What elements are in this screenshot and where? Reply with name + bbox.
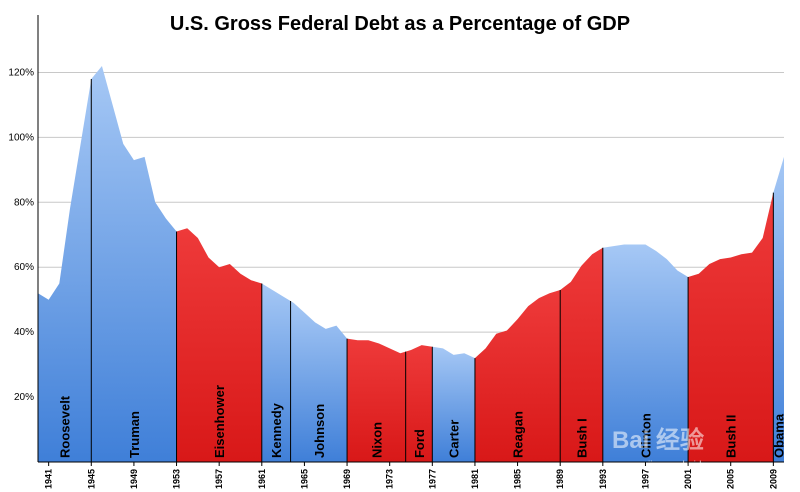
watermark: Bai 经验 jingyan.baidu.com bbox=[612, 426, 729, 471]
x-tick-label: 1953 bbox=[172, 469, 182, 489]
x-tick-label: 1965 bbox=[299, 469, 309, 489]
watermark-url: jingyan.baidu.com bbox=[647, 460, 729, 471]
president-label-nixon: Nixon bbox=[369, 422, 384, 458]
x-tick-label: 1941 bbox=[44, 469, 54, 489]
y-tick-label: 120% bbox=[8, 67, 34, 78]
x-tick-label: 2009 bbox=[768, 469, 778, 489]
axes bbox=[37, 15, 784, 463]
area-roosevelt bbox=[38, 78, 92, 462]
x-tick-label: 1985 bbox=[513, 469, 523, 489]
area-ford bbox=[405, 345, 433, 462]
president-label-reagan: Reagan bbox=[511, 411, 526, 458]
x-axis-ticks: 1941 1945 1949 1953 1957 1961 1965 1969 1973 1977… bbox=[44, 462, 778, 489]
y-tick-label: 20% bbox=[14, 392, 34, 403]
area-obama bbox=[773, 156, 784, 463]
x-tick-label: 1957 bbox=[214, 469, 224, 489]
area-eisenhower bbox=[176, 228, 262, 462]
x-tick-label: 2001 bbox=[683, 469, 693, 489]
x-tick-label: 1961 bbox=[257, 469, 267, 489]
y-tick-label: 80% bbox=[14, 197, 34, 208]
president-label-roosevelt: Roosevelt bbox=[58, 395, 73, 458]
y-tick-label: 40% bbox=[14, 327, 34, 338]
area-reagan bbox=[474, 289, 561, 462]
president-labels: Roosevelt Truman Eisenhower Kennedy Johnson N… bbox=[58, 385, 787, 458]
area-bush-ii bbox=[688, 192, 774, 462]
area-carter bbox=[432, 346, 475, 462]
x-tick-label: 1969 bbox=[342, 469, 352, 489]
x-tick-label: 1977 bbox=[427, 469, 437, 489]
president-label-truman: Truman bbox=[127, 411, 142, 458]
x-tick-label: 1993 bbox=[598, 469, 608, 489]
x-tick-label: 1973 bbox=[385, 469, 395, 489]
debt-area bbox=[38, 65, 784, 463]
area-clinton bbox=[602, 244, 689, 462]
president-label-johnson: Johnson bbox=[312, 404, 327, 458]
president-label-clinton: Clinton bbox=[638, 413, 653, 458]
president-label-bush-ii: Bush II bbox=[724, 415, 739, 458]
area-bush-i bbox=[560, 247, 603, 462]
y-tick-label: 60% bbox=[14, 262, 34, 273]
president-label-carter: Carter bbox=[447, 420, 462, 458]
y-tick-label: 100% bbox=[8, 132, 34, 143]
president-label-bush-i: Bush I bbox=[575, 418, 590, 458]
area-nixon bbox=[347, 338, 406, 462]
president-label-eisenhower: Eisenhower bbox=[212, 385, 227, 458]
x-tick-label: 1945 bbox=[86, 469, 96, 489]
x-tick-label: 2005 bbox=[726, 469, 736, 489]
x-tick-label: 1997 bbox=[640, 469, 650, 489]
y-axis-ticks: 20% 40% 60% 80% 100% 120% bbox=[8, 67, 34, 403]
chart-title: U.S. Gross Federal Debt as a Percentage … bbox=[170, 13, 630, 35]
area-johnson bbox=[290, 300, 348, 462]
president-label-ford: Ford bbox=[412, 429, 427, 458]
x-tick-label: 1989 bbox=[555, 469, 565, 489]
term-dividers bbox=[90, 78, 774, 462]
president-label-obama: Obama bbox=[772, 413, 787, 458]
area-truman bbox=[91, 65, 177, 462]
x-tick-label: 1949 bbox=[129, 469, 139, 489]
watermark-text: Bai 经验 bbox=[612, 426, 704, 454]
x-tick-label: 1981 bbox=[470, 469, 480, 489]
area-kennedy bbox=[261, 283, 291, 462]
president-label-kennedy: Kennedy bbox=[269, 402, 284, 458]
